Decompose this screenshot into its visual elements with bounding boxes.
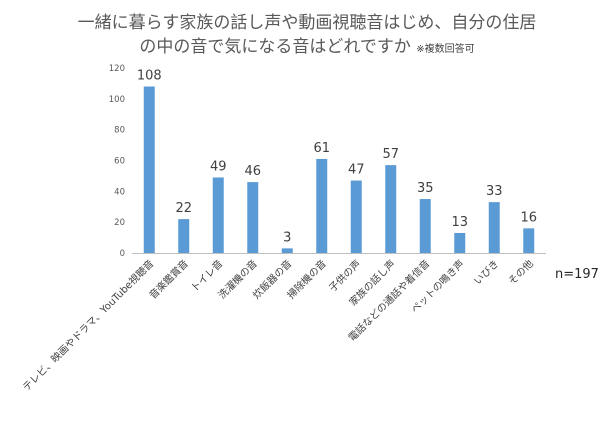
bar — [178, 219, 190, 253]
y-tick-label: 20 — [114, 218, 125, 228]
data-label: 35 — [417, 181, 434, 196]
sample-size-label: n=197 — [555, 267, 599, 282]
y-tick-label: 40 — [114, 187, 125, 197]
bar — [350, 180, 362, 253]
bar — [281, 248, 293, 253]
category-label: トイレ音 — [188, 257, 225, 294]
data-label: 61 — [313, 141, 330, 156]
y-tick-label: 60 — [114, 157, 125, 167]
data-label: 3 — [283, 230, 291, 245]
data-label: 108 — [137, 69, 162, 84]
bar — [488, 202, 500, 253]
bar — [419, 199, 431, 253]
data-label: 16 — [520, 210, 537, 225]
data-label: 47 — [348, 163, 365, 178]
chart-title-line-2: の中の音で気になる音はどれですか ※複数回答可 — [0, 32, 614, 57]
y-tick-label: 120 — [109, 64, 125, 74]
category-label: 子供の声 — [326, 257, 363, 294]
bar — [247, 182, 259, 253]
data-label: 13 — [451, 215, 468, 230]
data-label: 33 — [486, 184, 503, 199]
bar — [454, 232, 466, 253]
category-label: その他 — [505, 257, 535, 287]
category-label: テレビ、映画やドラマ、YouTube視聴音 — [20, 257, 157, 394]
bar — [523, 228, 535, 253]
category-label: いびき — [472, 258, 502, 288]
chart-title-note: ※複数回答可 — [416, 44, 475, 55]
data-label: 49 — [210, 159, 227, 174]
chart-title-line-1: 一緒に暮らす家族の話し声や動画視聴音はじめ、自分の住居 — [77, 13, 537, 33]
bar — [385, 165, 397, 253]
data-label: 22 — [175, 201, 192, 216]
data-label: 46 — [244, 164, 261, 179]
bar — [212, 177, 224, 253]
y-tick-label: 100 — [109, 95, 125, 105]
chart-title-line-2-text: の中の音で気になる音はどれですか — [139, 37, 411, 57]
data-label: 57 — [382, 147, 399, 162]
bar — [143, 86, 155, 253]
y-tick-label: 80 — [114, 126, 125, 136]
y-tick-label: 0 — [120, 249, 125, 259]
bar — [316, 158, 328, 253]
